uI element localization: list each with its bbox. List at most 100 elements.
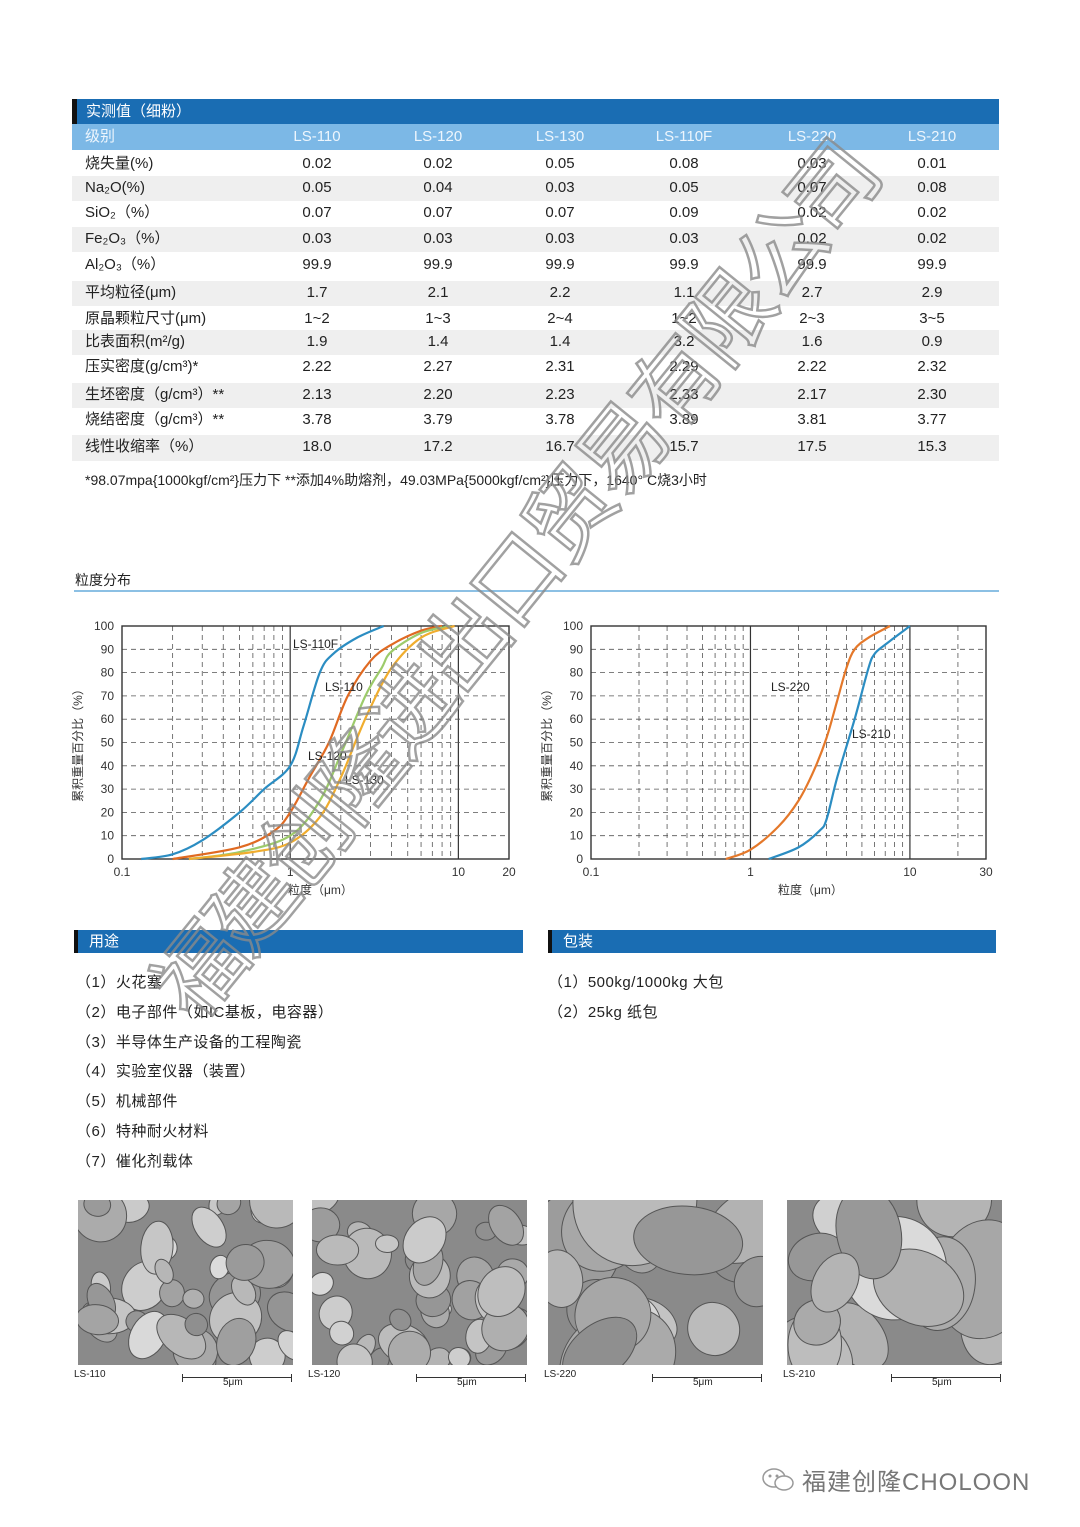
- scale-bar: [416, 1374, 526, 1382]
- table-cell: 0.05: [669, 179, 699, 196]
- table-cell: 0.03: [423, 230, 453, 247]
- x-tick-label: 30: [979, 865, 993, 879]
- sem-image: [787, 1200, 1002, 1365]
- table-cell: 0.07: [302, 204, 332, 221]
- table-cell: 1~2: [304, 310, 330, 327]
- table-cell: 0.05: [545, 155, 575, 172]
- table-cell: 2.33: [669, 386, 699, 403]
- table-cell: 99.9: [545, 256, 575, 273]
- table-cell: 0.07: [545, 204, 575, 221]
- x-tick-label: 1: [287, 865, 294, 879]
- table-cell: 2.22: [797, 358, 827, 375]
- row-label: 比表面积(m²/g): [85, 333, 185, 350]
- y-axis-label: 累积重量百分比（%）: [540, 683, 554, 802]
- y-tick-label: 70: [570, 689, 584, 703]
- x-axis-label: 粒度（μm）: [778, 882, 843, 897]
- use-item: （5）机械部件: [76, 1093, 178, 1111]
- table-cell: 99.9: [423, 256, 453, 273]
- sem-label: LS-210: [783, 1369, 816, 1380]
- plot-frame: [590, 625, 987, 860]
- table-cell: 0.02: [917, 230, 947, 247]
- table-cell: 0.03: [545, 179, 575, 196]
- row-label: Al₂O₃（%）: [85, 256, 166, 273]
- series-line-ls-120: [188, 624, 451, 861]
- table-cell: 1~3: [425, 310, 451, 327]
- row-label: 烧结密度（g/cm³）**: [85, 411, 225, 428]
- table-cell: 15.7: [669, 438, 699, 455]
- column-header: LS-220: [787, 128, 837, 145]
- table-cell: 1.1: [673, 284, 695, 301]
- use-item: （2）电子部件（如IC基板，电容器）: [76, 1003, 334, 1021]
- series-label: LS-120: [308, 749, 347, 763]
- table-cell: 1.4: [427, 333, 449, 350]
- table-cell: 0.01: [917, 155, 947, 172]
- table-row: Na₂O(%) 0.05 0.04 0.03 0.05 0.07 0.08: [72, 176, 999, 201]
- table-cell: 2.23: [545, 386, 575, 403]
- table-cell: 0.07: [797, 179, 827, 196]
- y-tick-label: 0: [107, 852, 114, 866]
- scale-bar: [652, 1374, 762, 1382]
- use-item: （3）半导体生产设备的工程陶瓷: [76, 1033, 302, 1051]
- series-label: LS-210: [852, 727, 891, 741]
- sem-label: LS-120: [308, 1369, 341, 1380]
- table-cell: 2.30: [917, 386, 947, 403]
- scale-label: 5μm: [457, 1377, 477, 1388]
- table-row: SiO₂（%） 0.07 0.07 0.07 0.09 0.02 0.02: [72, 201, 999, 225]
- sem-image: [78, 1200, 293, 1365]
- table-cell: 99.9: [302, 256, 332, 273]
- table-row: 原晶颗粒尺寸(μm) 1~2 1~3 2~4 1~2 2~3 3~5: [72, 307, 999, 331]
- sem-label: LS-110: [74, 1369, 106, 1380]
- y-tick-label: 20: [101, 805, 115, 819]
- header-label: 级别: [85, 128, 116, 145]
- table-cell: 2.29: [669, 358, 699, 375]
- packaging-item: （1）500kg/1000kg 大包: [548, 974, 724, 991]
- table-cell: 2.17: [797, 386, 827, 403]
- table-cell: 0.03: [669, 230, 699, 247]
- table-cell: 3.81: [797, 411, 827, 428]
- table-footnote: *98.07mpa{1000kgf/cm²}压力下 **添加4%助熔剂，49.0…: [85, 472, 707, 488]
- table-cell: 2.9: [921, 284, 943, 301]
- x-tick-label: 10: [452, 865, 466, 879]
- y-tick-label: 100: [563, 619, 583, 633]
- table-row: 烧结密度（g/cm³）** 3.78 3.79 3.78 3.89 3.81 3.77: [72, 408, 999, 432]
- row-label: 压实密度(g/cm³)*: [85, 358, 199, 375]
- table-cell: 2.22: [302, 358, 332, 375]
- table-cell: 3.79: [423, 411, 453, 428]
- table-cell: 3.77: [917, 411, 947, 428]
- series-line-ls-220: [725, 625, 891, 861]
- series-line-ls-110f: [141, 624, 385, 861]
- row-label: 平均粒径(μm): [85, 284, 177, 301]
- table-cell: 0.08: [917, 179, 947, 196]
- series-label: LS-110: [325, 680, 363, 694]
- y-tick-label: 50: [101, 736, 115, 750]
- table-cell: 0.04: [423, 179, 453, 196]
- table-cell: 1.9: [306, 333, 328, 350]
- series-line-ls-130: [188, 624, 455, 861]
- x-tick-label: 10: [903, 865, 917, 879]
- scale-label: 5μm: [932, 1377, 952, 1388]
- series-line-ls-210: [768, 625, 911, 861]
- y-tick-label: 90: [570, 642, 584, 656]
- y-tick-label: 10: [101, 829, 115, 843]
- table-cell: 2~4: [547, 310, 573, 327]
- packaging-header: 包装: [548, 930, 996, 953]
- table-cell: 0.02: [797, 230, 827, 247]
- y-tick-label: 30: [101, 782, 115, 796]
- use-item: （1）火花塞: [76, 974, 163, 991]
- table-cell: 2.31: [545, 358, 575, 375]
- x-tick-label: 0.1: [114, 865, 131, 879]
- table-row: 平均粒径(μm) 1.7 2.1 2.2 1.1 2.7 2.9: [72, 281, 999, 306]
- x-axis-label: 粒度（μm）: [288, 882, 353, 897]
- table-cell: 2.20: [423, 386, 453, 403]
- table-cell: 0.02: [917, 204, 947, 221]
- row-label: Fe₂O₃（%）: [85, 230, 170, 247]
- table-header: 级别 LS-110 LS-120 LS-130 LS-110F LS-220 LS-210: [72, 124, 999, 150]
- wechat-icon: [762, 1467, 794, 1491]
- scale-label: 5μm: [693, 1377, 713, 1388]
- table-cell: 0.09: [669, 204, 699, 221]
- table-cell: 1.6: [801, 333, 823, 350]
- table-cell: 1.4: [549, 333, 571, 350]
- table-cell: 1.7: [306, 284, 328, 301]
- brand-text: 福建创隆CHOLOON: [802, 1469, 1031, 1496]
- x-tick-label: 0.1: [583, 865, 600, 879]
